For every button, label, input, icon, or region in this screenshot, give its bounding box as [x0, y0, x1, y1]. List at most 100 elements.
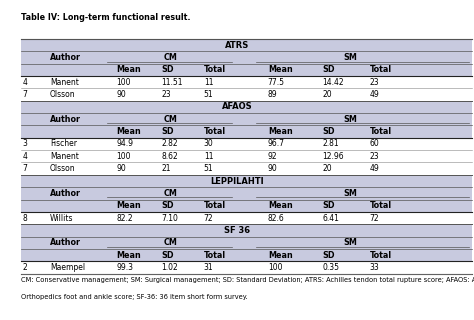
Text: 7: 7	[23, 90, 27, 99]
Text: 49: 49	[370, 90, 380, 99]
Bar	[21, 236, 472, 249]
Text: SM: SM	[344, 53, 358, 62]
Bar	[21, 76, 472, 88]
Text: Author: Author	[50, 53, 81, 62]
Text: 96.7: 96.7	[268, 140, 285, 148]
Text: 82.2: 82.2	[116, 213, 133, 222]
Text: 90: 90	[268, 164, 278, 173]
Text: SD: SD	[322, 127, 335, 136]
Text: SD: SD	[161, 201, 173, 210]
Text: 7.10: 7.10	[161, 213, 178, 222]
Text: 94.9: 94.9	[116, 140, 133, 148]
Bar	[21, 249, 472, 261]
Text: Mean: Mean	[268, 251, 292, 260]
Bar	[21, 200, 472, 212]
Text: Total: Total	[370, 127, 392, 136]
Text: AFAOS: AFAOS	[222, 102, 252, 111]
Text: Mean: Mean	[116, 251, 141, 260]
Bar	[21, 163, 472, 175]
Text: Mean: Mean	[268, 65, 292, 75]
Bar	[21, 175, 472, 187]
Text: Willits: Willits	[50, 213, 73, 222]
Text: SF 36: SF 36	[224, 226, 250, 235]
Text: Orthopedics foot and ankle score; SF-36: 36 item short form survey.: Orthopedics foot and ankle score; SF-36:…	[21, 294, 248, 300]
Bar	[21, 261, 472, 274]
Text: SD: SD	[161, 251, 173, 260]
Text: Mean: Mean	[268, 201, 292, 210]
Text: CM: Conservative management; SM: Surgical management; SD: Standard Deviation; AT: CM: Conservative management; SM: Surgica…	[21, 277, 474, 283]
Text: Author: Author	[50, 189, 81, 198]
Text: Total: Total	[370, 65, 392, 75]
Text: 14.42: 14.42	[322, 78, 344, 87]
Text: ATRS: ATRS	[225, 41, 249, 50]
Text: SM: SM	[344, 189, 358, 198]
Text: 51: 51	[204, 90, 213, 99]
Text: 49: 49	[370, 164, 380, 173]
Text: Total: Total	[204, 65, 226, 75]
Text: CM: CM	[164, 189, 178, 198]
Text: 89: 89	[268, 90, 277, 99]
Text: 2: 2	[23, 263, 27, 272]
Text: Total: Total	[204, 127, 226, 136]
Text: 100: 100	[116, 78, 131, 87]
Text: 6.41: 6.41	[322, 213, 339, 222]
Text: SD: SD	[161, 127, 173, 136]
Text: Author: Author	[50, 238, 81, 247]
Text: 0.35: 0.35	[322, 263, 339, 272]
Text: 11.51: 11.51	[161, 78, 182, 87]
Text: Mean: Mean	[116, 201, 141, 210]
Text: 33: 33	[370, 263, 380, 272]
Text: 31: 31	[204, 263, 213, 272]
Text: 4: 4	[23, 78, 27, 87]
Text: Olsson: Olsson	[50, 90, 75, 99]
Text: 11: 11	[204, 78, 213, 87]
Text: Author: Author	[50, 115, 81, 124]
Text: SM: SM	[344, 238, 358, 247]
Bar	[21, 150, 472, 163]
Text: 12.96: 12.96	[322, 152, 344, 161]
Text: Total: Total	[370, 251, 392, 260]
Text: 23: 23	[370, 152, 379, 161]
Text: Total: Total	[370, 201, 392, 210]
Text: 90: 90	[116, 90, 126, 99]
Text: 20: 20	[322, 90, 332, 99]
Text: 99.3: 99.3	[116, 263, 133, 272]
Text: SD: SD	[322, 65, 335, 75]
Text: 23: 23	[161, 90, 171, 99]
Text: CM: CM	[164, 53, 178, 62]
Text: Olsson: Olsson	[50, 164, 75, 173]
Bar	[21, 224, 472, 236]
Bar	[21, 101, 472, 113]
Text: 2.82: 2.82	[161, 140, 178, 148]
Text: 11: 11	[204, 152, 213, 161]
Text: LEPPILAHTI: LEPPILAHTI	[210, 177, 264, 186]
Text: 30: 30	[204, 140, 214, 148]
Bar	[21, 138, 472, 150]
Text: 21: 21	[161, 164, 171, 173]
Text: Maempel: Maempel	[50, 263, 85, 272]
Text: 8: 8	[23, 213, 27, 222]
Text: Fischer: Fischer	[50, 140, 77, 148]
Text: Total: Total	[204, 201, 226, 210]
Text: 72: 72	[370, 213, 379, 222]
Text: Mean: Mean	[268, 127, 292, 136]
Text: 2.81: 2.81	[322, 140, 339, 148]
Text: SM: SM	[344, 115, 358, 124]
Text: CM: CM	[164, 115, 178, 124]
Text: 20: 20	[322, 164, 332, 173]
Bar	[21, 64, 472, 76]
Text: 4: 4	[23, 152, 27, 161]
Text: 8.62: 8.62	[161, 152, 178, 161]
Text: 7: 7	[23, 164, 27, 173]
Text: SD: SD	[322, 251, 335, 260]
Text: Mean: Mean	[116, 127, 141, 136]
Text: SD: SD	[161, 65, 173, 75]
Bar	[21, 212, 472, 224]
Text: CM: CM	[164, 238, 178, 247]
Text: 3: 3	[23, 140, 27, 148]
Bar	[21, 113, 472, 125]
Bar	[21, 39, 472, 52]
Text: 100: 100	[268, 263, 283, 272]
Bar	[21, 52, 472, 64]
Text: 72: 72	[204, 213, 213, 222]
